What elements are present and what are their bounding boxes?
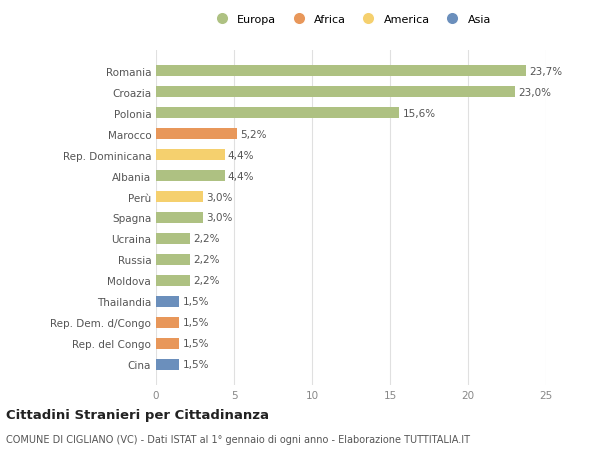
Bar	[156, 107, 400, 119]
Bar	[156, 317, 179, 329]
Bar	[156, 254, 190, 266]
Bar	[156, 170, 224, 182]
Bar	[156, 150, 224, 161]
Text: 23,0%: 23,0%	[518, 87, 551, 97]
Text: 1,5%: 1,5%	[182, 359, 209, 369]
Text: 2,2%: 2,2%	[193, 255, 220, 265]
Text: 4,4%: 4,4%	[228, 150, 254, 160]
Text: 15,6%: 15,6%	[403, 108, 436, 118]
Text: Cittadini Stranieri per Cittadinanza: Cittadini Stranieri per Cittadinanza	[6, 409, 269, 421]
Bar	[156, 129, 237, 140]
Text: 1,5%: 1,5%	[182, 339, 209, 349]
Text: 3,0%: 3,0%	[206, 192, 232, 202]
Text: 2,2%: 2,2%	[193, 234, 220, 244]
Text: 2,2%: 2,2%	[193, 276, 220, 286]
Bar	[156, 233, 190, 245]
Text: 23,7%: 23,7%	[529, 67, 562, 77]
Bar	[156, 338, 179, 349]
Bar	[156, 212, 203, 224]
Text: COMUNE DI CIGLIANO (VC) - Dati ISTAT al 1° gennaio di ogni anno - Elaborazione T: COMUNE DI CIGLIANO (VC) - Dati ISTAT al …	[6, 434, 470, 444]
Bar	[156, 87, 515, 98]
Text: 1,5%: 1,5%	[182, 297, 209, 307]
Bar	[156, 66, 526, 77]
Text: 1,5%: 1,5%	[182, 318, 209, 328]
Legend: Europa, Africa, America, Asia: Europa, Africa, America, Asia	[208, 12, 494, 27]
Text: 4,4%: 4,4%	[228, 171, 254, 181]
Text: 3,0%: 3,0%	[206, 213, 232, 223]
Text: 5,2%: 5,2%	[240, 129, 267, 139]
Bar	[156, 359, 179, 370]
Bar	[156, 275, 190, 286]
Bar	[156, 296, 179, 308]
Bar	[156, 191, 203, 203]
